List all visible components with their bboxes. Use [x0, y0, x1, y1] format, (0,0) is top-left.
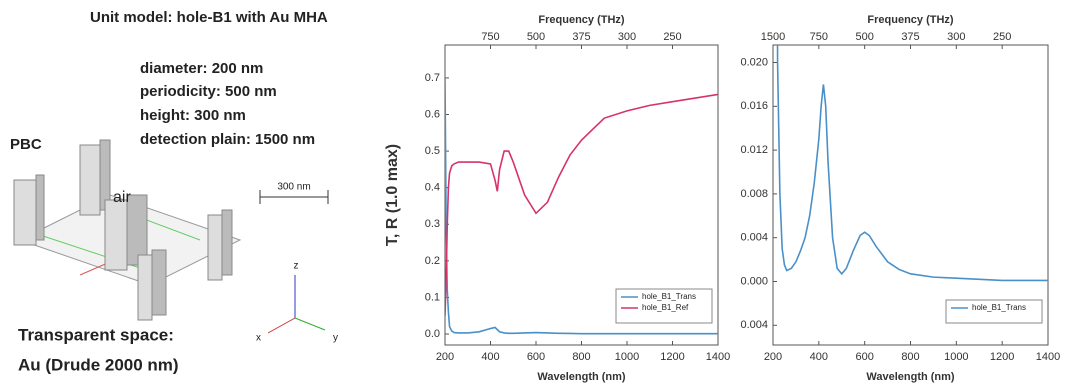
footer: Transparent space:: [18, 325, 174, 344]
axis-x: [268, 318, 295, 333]
x2-axis-label: Frequency (THz): [867, 14, 954, 26]
air-label: air: [113, 189, 131, 206]
pbc-label: PBC: [10, 136, 42, 153]
x-tick-label: 200: [764, 351, 782, 363]
x-tick-label: 400: [481, 351, 499, 363]
x-tick-label: 1200: [660, 351, 684, 363]
scale-label: 300 nm: [277, 182, 310, 193]
axis-label: z: [294, 261, 299, 272]
y-tick-label: 0.004: [740, 232, 768, 244]
x-tick-label: 800: [901, 351, 919, 363]
x-tick-label: 400: [810, 351, 828, 363]
axis-y: [295, 318, 325, 330]
x2-tick-label: 500: [527, 31, 545, 43]
param: detection plain: 1500 nm: [140, 131, 315, 148]
x2-tick-label: 375: [572, 31, 590, 43]
param: height: 300 nm: [140, 107, 246, 124]
x2-tick-label: 250: [663, 31, 681, 43]
diagram: Unit model: hole-B1 with Au MHA diameter…: [10, 9, 338, 375]
y-tick-label: 0.008: [740, 188, 768, 200]
y-tick-label: 0.3: [425, 218, 440, 230]
legend-label: hole_B1_Ref: [642, 303, 689, 312]
x-tick-label: 600: [527, 351, 545, 363]
x2-tick-label: 375: [901, 31, 919, 43]
y-tick-label: 0.012: [740, 144, 768, 156]
axis-label: x: [256, 333, 261, 344]
x2-tick-label: 300: [947, 31, 965, 43]
x-tick-label: 1200: [990, 351, 1014, 363]
legend: hole_B1_Trans: [946, 300, 1042, 323]
x2-tick-label: 1500: [761, 31, 785, 43]
x-tick-label: 1400: [706, 351, 730, 363]
figure: Unit model: hole-B1 with Au MHA diameter…: [0, 0, 1067, 388]
y-tick-label: 0.4: [425, 182, 440, 194]
x-tick-label: 800: [572, 351, 590, 363]
x2-tick-label: 750: [810, 31, 828, 43]
x-tick-label: 1400: [1036, 351, 1060, 363]
axis-label: y: [333, 333, 338, 344]
x2-tick-label: 750: [481, 31, 499, 43]
x2-axis-label: Frequency (THz): [538, 14, 625, 26]
y-axis-label: T, R (1.0 max): [384, 144, 401, 246]
x-tick-label: 1000: [944, 351, 968, 363]
x-tick-label: 200: [436, 351, 454, 363]
x2-tick-label: 300: [618, 31, 636, 43]
y-tick-label: 0.5: [425, 145, 440, 157]
diagram-title: Unit model: hole-B1 with Au MHA: [90, 9, 328, 26]
legend-label: hole_B1_Trans: [642, 292, 696, 301]
x-tick-label: 600: [855, 351, 873, 363]
y-tick-label: 0.2: [425, 255, 440, 267]
x2-tick-label: 500: [855, 31, 873, 43]
footer: Au (Drude 2000 nm): [18, 355, 179, 374]
y-tick-label: 0.004: [740, 319, 768, 331]
param: diameter: 200 nm: [140, 60, 263, 77]
x-axis-label: Wavelength (nm): [866, 371, 955, 383]
y-tick-label: 0.000: [740, 275, 768, 287]
y-tick-label: 0.1: [425, 291, 440, 303]
series-line: [445, 94, 718, 315]
y-tick-label: 0.0: [425, 328, 440, 340]
chart: 200 400 600 800 1000 1200 1400 0.0 0.1 0.2 0.3 0.4 0…: [384, 14, 730, 383]
y-tick-label: 0.7: [425, 72, 440, 84]
legend-label: hole_B1_Trans: [972, 303, 1026, 312]
y-tick-label: 0.6: [425, 108, 440, 120]
x-tick-label: 1000: [615, 351, 639, 363]
legend: hole_B1_Trans hole_B1_Ref: [616, 289, 712, 323]
x2-tick-label: 250: [993, 31, 1011, 43]
chart: 200 400 600 800 1000 1200 1400 0.004 0.000 0.004 0…: [740, 0, 1060, 383]
y-tick-label: 0.020: [740, 56, 768, 68]
x-axis-label: Wavelength (nm): [537, 371, 626, 383]
y-tick-label: 0.016: [740, 100, 768, 112]
param: periodicity: 500 nm: [140, 83, 277, 100]
